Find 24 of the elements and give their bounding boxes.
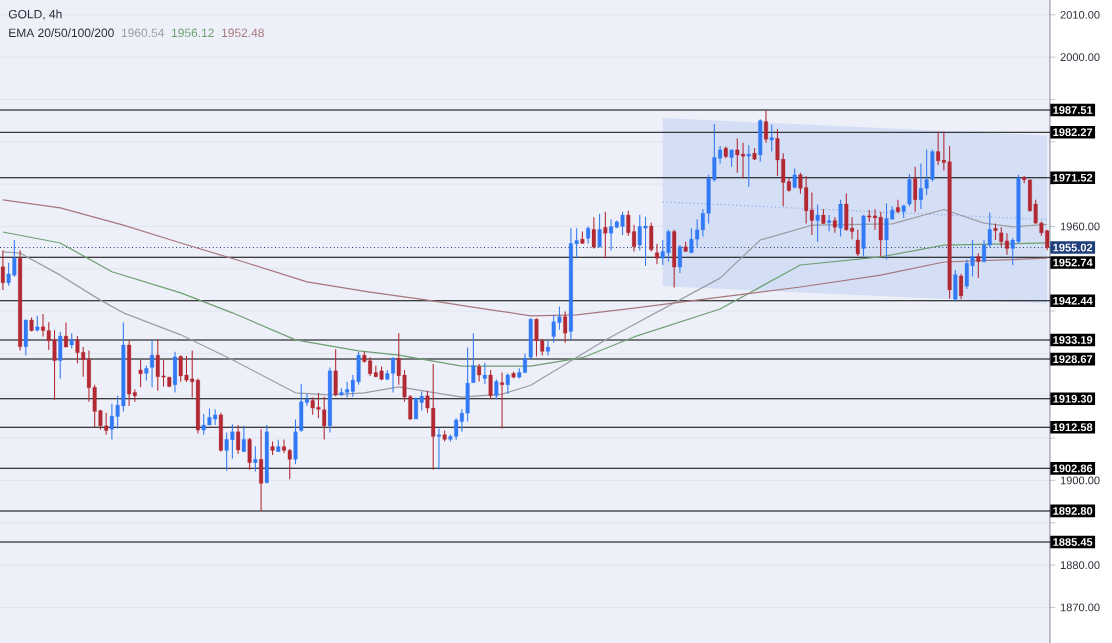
y-tick-label: 1900.00 — [1060, 476, 1100, 485]
y-tick-label: 1870.00 — [1060, 603, 1100, 612]
y-tick-label: 2010.00 — [1060, 10, 1100, 19]
ref-line-label: 1902.86 — [1053, 464, 1093, 473]
ref-line-label: 1885.45 — [1053, 538, 1093, 546]
ref-line-label: 1955.02 — [1053, 243, 1093, 252]
ref-line-label: 1987.51 — [1053, 106, 1093, 114]
text: 1952.48 — [222, 28, 264, 38]
ref-line-label: 1982.27 — [1053, 128, 1093, 137]
y-tick-label: 1960.00 — [1060, 222, 1100, 231]
ref-line-label: 1928.67 — [1053, 355, 1093, 363]
text: EMA 20/50/100/200 — [9, 28, 114, 38]
ref-line-label: 1933.19 — [1053, 336, 1093, 344]
ref-line-label: 1892.80 — [1053, 507, 1093, 515]
text: 1956.12 — [171, 28, 214, 38]
ref-line-label: 1942.44 — [1053, 296, 1093, 305]
y-tick-label: 2000.00 — [1060, 53, 1100, 62]
text: GOLD, 4h — [8, 9, 62, 20]
y-tick-label: 1880.00 — [1060, 561, 1100, 570]
ref-line-label: 1971.52 — [1053, 173, 1093, 182]
ref-line-label: 1952.74 — [1053, 258, 1093, 267]
ref-line-label: 1919.30 — [1053, 394, 1093, 403]
ref-line-label: 1912.58 — [1053, 423, 1093, 432]
text: 1960.54 — [121, 28, 165, 38]
